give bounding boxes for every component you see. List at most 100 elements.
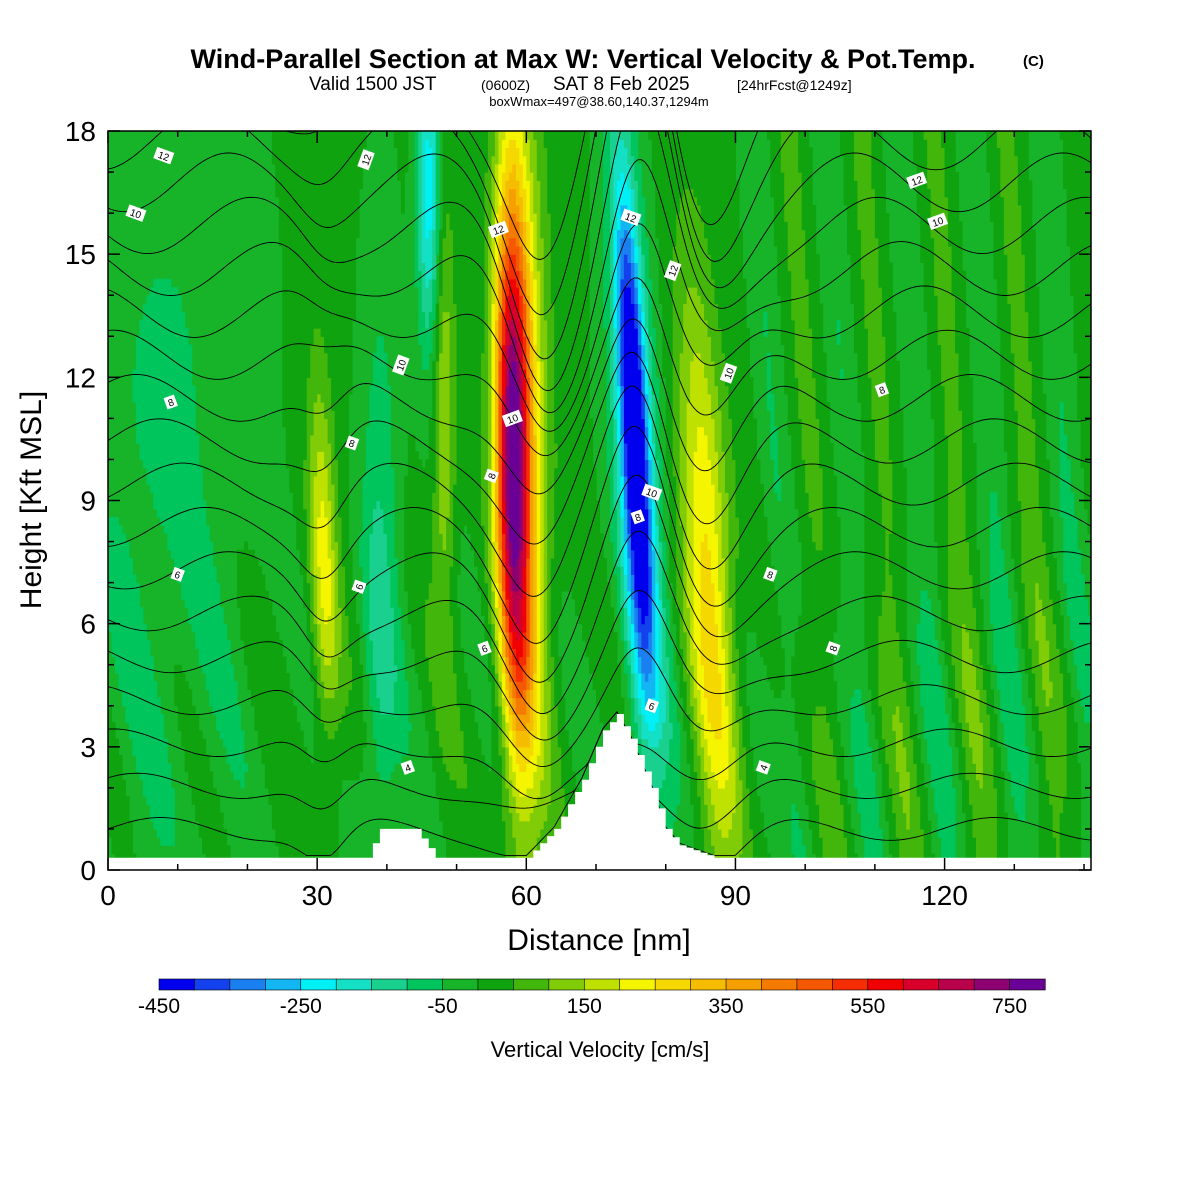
velocity-cell <box>934 287 953 296</box>
velocity-cell <box>962 722 970 732</box>
velocity-cell <box>609 295 615 305</box>
velocity-cell <box>641 254 646 263</box>
velocity-cell <box>613 344 618 354</box>
velocity-cell <box>962 640 970 649</box>
velocity-cell <box>533 705 538 715</box>
velocity-cell <box>714 516 723 526</box>
velocity-cell <box>501 410 506 419</box>
velocity-cell <box>334 557 339 567</box>
velocity-cell <box>508 319 517 329</box>
velocity-cell <box>369 681 378 690</box>
velocity-cell <box>282 262 357 272</box>
velocity-cell <box>801 582 841 592</box>
velocity-cell <box>881 492 893 502</box>
velocity-cell <box>616 377 622 387</box>
velocity-cell <box>735 681 740 690</box>
velocity-cell <box>1031 648 1040 658</box>
velocity-cell <box>742 738 750 748</box>
velocity-cell <box>108 541 130 551</box>
velocity-cell <box>948 607 977 617</box>
velocity-cell <box>432 681 458 690</box>
velocity-cell <box>306 631 315 641</box>
velocity-cell <box>951 656 963 666</box>
velocity-cell <box>543 418 548 428</box>
velocity-cell <box>881 722 893 732</box>
velocity-cell <box>669 681 677 690</box>
velocity-cell <box>1066 607 1089 617</box>
velocity-cell <box>1045 557 1057 567</box>
velocity-cell <box>547 599 552 608</box>
velocity-cell <box>648 640 653 649</box>
velocity-cell <box>923 837 932 846</box>
velocity-cell <box>801 541 817 551</box>
velocity-cell <box>543 566 548 575</box>
velocity-cell <box>498 278 503 288</box>
velocity-cell <box>306 401 315 411</box>
velocity-cell <box>491 705 500 715</box>
velocity-cell <box>491 459 496 469</box>
velocity-cell <box>435 344 440 354</box>
velocity-cell <box>693 533 705 543</box>
velocity-cell <box>205 681 238 690</box>
velocity-cell <box>522 270 527 280</box>
velocity-cell <box>529 475 534 485</box>
velocity-cell <box>362 574 371 584</box>
velocity-cell <box>449 582 458 592</box>
velocity-cell <box>338 672 353 682</box>
velocity-cell <box>923 730 949 740</box>
velocity-cell <box>310 672 318 682</box>
velocity-cell <box>711 336 723 346</box>
velocity-cell <box>676 549 684 559</box>
velocity-cell <box>550 237 590 247</box>
velocity-cell <box>648 401 653 411</box>
velocity-cell <box>665 681 670 690</box>
velocity-cell <box>487 328 493 337</box>
velocity-cell <box>515 837 538 846</box>
velocity-cell <box>791 278 810 288</box>
velocity-cell <box>550 270 590 280</box>
velocity-cell <box>338 566 346 575</box>
velocity-cell <box>853 344 869 354</box>
velocity-cell <box>616 311 622 321</box>
velocity-cell <box>721 541 730 551</box>
velocity-cell <box>491 180 496 190</box>
velocity-cell <box>334 484 339 493</box>
velocity-cell <box>449 369 458 378</box>
velocity-cell <box>697 664 705 674</box>
velocity-cell <box>909 787 918 797</box>
velocity-cell <box>442 541 447 551</box>
velocity-cell <box>627 607 632 617</box>
velocity-cell <box>491 648 496 658</box>
velocity-cell <box>860 262 879 272</box>
velocity-cell <box>787 393 799 403</box>
velocity-cell <box>1035 607 1043 617</box>
velocity-cell <box>620 385 625 395</box>
velocity-cell <box>948 541 970 551</box>
velocity-cell <box>623 426 646 436</box>
velocity-cell <box>508 352 517 362</box>
velocity-cell <box>784 385 799 395</box>
velocity-cell <box>644 418 649 428</box>
velocity-cell <box>317 393 322 403</box>
velocity-cell <box>533 500 538 510</box>
velocity-cell <box>965 500 977 510</box>
velocity-cell <box>826 705 838 715</box>
velocity-cell <box>651 393 656 403</box>
velocity-cell <box>895 738 904 748</box>
velocity-cell <box>557 722 566 732</box>
velocity-cell <box>491 484 496 493</box>
velocity-cell <box>819 418 831 428</box>
velocity-cell <box>655 418 660 428</box>
velocity-cell <box>812 713 827 723</box>
velocity-cell <box>630 705 635 715</box>
velocity-cell <box>236 557 259 567</box>
velocity-cell <box>1028 615 1036 625</box>
velocity-cell <box>620 533 625 543</box>
velocity-cell <box>683 328 709 337</box>
velocity-cell <box>338 484 350 493</box>
velocity-cell <box>850 262 862 272</box>
velocity-cell <box>906 689 914 699</box>
velocity-cell <box>686 492 695 502</box>
velocity-cell <box>362 582 371 592</box>
velocity-cell <box>365 648 374 658</box>
